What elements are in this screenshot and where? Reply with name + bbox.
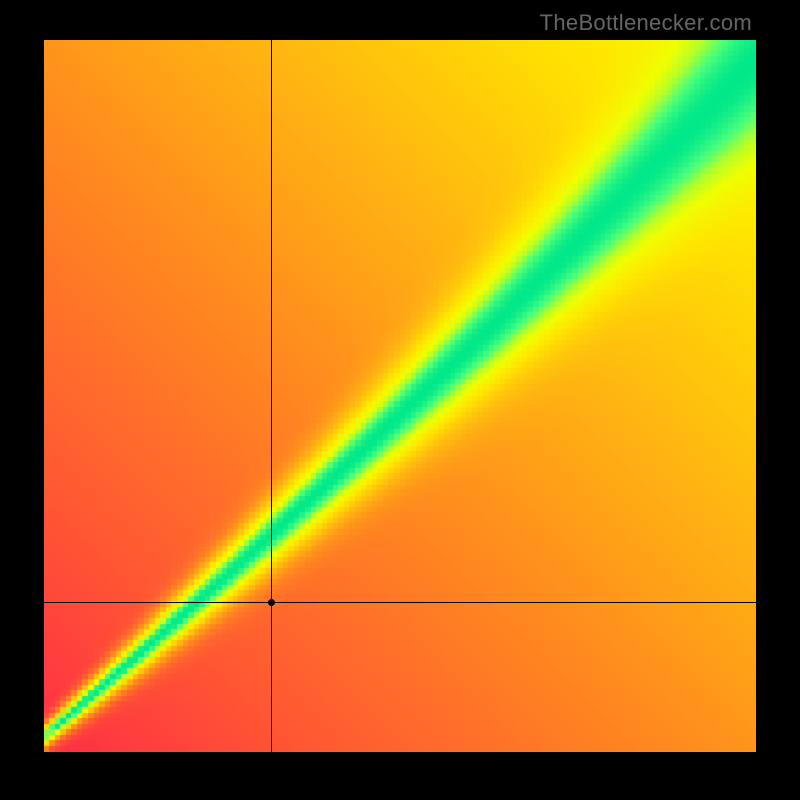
bottleneck-heatmap <box>44 40 756 752</box>
heatmap-canvas <box>44 40 756 752</box>
watermark-text: TheBottlenecker.com <box>540 10 752 36</box>
crosshair-vertical <box>271 40 272 752</box>
crosshair-horizontal <box>44 602 756 603</box>
